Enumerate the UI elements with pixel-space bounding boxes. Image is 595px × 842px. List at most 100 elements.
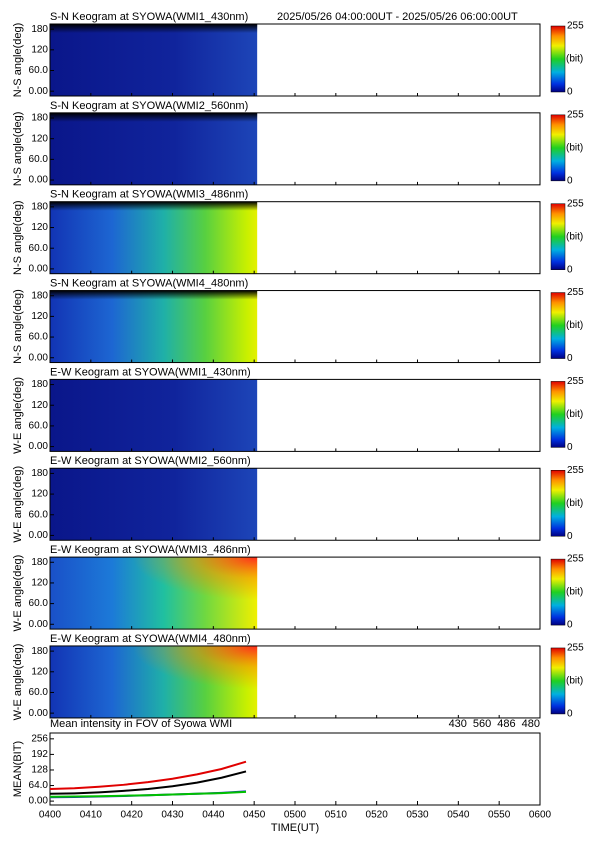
y-tick-label: 0.00 [29, 530, 49, 541]
colorbar-tick-label: 255 [567, 554, 584, 565]
colorbar-tick-label: 0 [567, 531, 573, 542]
y-tick-label: 180 [31, 379, 48, 390]
y-tick-label: 180 [31, 113, 48, 124]
keogram-shade [50, 201, 258, 211]
colorbar-tick-label: 0 [567, 709, 573, 720]
y-tick-label: 120 [31, 44, 48, 55]
colorbar [550, 292, 566, 359]
x-axis-label: TIME(UT) [271, 822, 319, 834]
y-tick-label: 180 [31, 290, 48, 301]
y-tick-label: 0.00 [29, 86, 49, 97]
panel-title: S-N Keogram at SYOWA(WMI4_480nm) [50, 277, 248, 289]
y-tick-label: 60.0 [29, 687, 49, 698]
y-axis-label: W-E angle(deg) [12, 377, 24, 454]
colorbar-tick-label: 255 [567, 109, 584, 120]
colorbar-tick-label: 255 [567, 376, 584, 387]
colorbar [550, 203, 566, 270]
time-range: 2025/05/26 04:00:00UT - 2025/05/26 06:00… [277, 11, 518, 23]
keogram-image [50, 112, 258, 185]
colorbar [550, 647, 566, 715]
series-line [49, 790, 247, 798]
colorbar-tick-label: 0 [567, 264, 573, 275]
y-tick-label: 60.0 [29, 509, 49, 520]
keogram-shade [50, 112, 258, 122]
colorbar [550, 558, 566, 626]
y-tick-label: 120 [31, 400, 48, 411]
y-tick-label: 0.00 [29, 441, 49, 452]
keogram-image [50, 24, 258, 96]
panel-title: E-W Keogram at SYOWA(WMI1_430nm) [50, 366, 251, 378]
colorbar-tick-label: 255 [567, 643, 584, 654]
keogram-image [50, 468, 258, 541]
series-line [49, 760, 247, 790]
y-tick-label: 120 [31, 666, 48, 677]
x-tick-label: 0500 [284, 810, 307, 821]
y-axis-label: W-E angle(deg) [12, 644, 24, 721]
keogram-aurora [50, 557, 258, 630]
y-tick-label: 120 [31, 578, 48, 589]
y-tick-label: 60.0 [29, 598, 49, 609]
keogram-shade [50, 290, 258, 300]
y-axis-label: W-E angle(deg) [12, 466, 24, 543]
y-tick-label: 0.00 [29, 264, 49, 275]
panel-title: E-W Keogram at SYOWA(WMI3_486nm) [50, 544, 251, 556]
x-tick-label: 0550 [488, 810, 511, 821]
y-tick-label: 180 [31, 646, 48, 657]
colorbar-tick-label: 255 [567, 198, 584, 209]
y-tick-label: 0.00 [29, 796, 49, 807]
panel-title: S-N Keogram at SYOWA(WMI1_430nm) [50, 11, 248, 23]
y-tick-label: 180 [31, 468, 48, 479]
y-tick-label: 64.0 [29, 780, 49, 791]
y-tick-label: 0.00 [29, 708, 49, 719]
y-axis-label: W-E angle(deg) [12, 555, 24, 632]
colorbar [550, 381, 566, 448]
y-axis-label: N-S angle(deg) [12, 23, 24, 98]
x-tick-label: 0520 [366, 810, 389, 821]
y-tick-label: 120 [31, 222, 48, 233]
y-tick-label: 60.0 [29, 154, 49, 165]
x-tick-label: 0510 [325, 810, 348, 821]
x-tick-label: 0400 [39, 810, 62, 821]
y-tick-label: 256 [31, 733, 48, 744]
colorbar-label: (bit) [566, 409, 583, 420]
colorbar-tick-label: 0 [567, 87, 573, 98]
y-axis-label: N-S angle(deg) [12, 112, 24, 187]
y-axis-label: N-S angle(deg) [12, 200, 24, 275]
colorbar-label: (bit) [566, 498, 583, 509]
colorbar-label: (bit) [566, 142, 583, 153]
y-tick-label: 60.0 [29, 243, 49, 254]
y-tick-label: 180 [31, 557, 48, 568]
colorbar-tick-label: 255 [567, 21, 584, 32]
y-tick-label: 60.0 [29, 332, 49, 343]
panel-title: Mean intensity in FOV of Syowa WMI [50, 718, 232, 730]
x-tick-label: 0600 [529, 810, 552, 821]
y-tick-label: 0.00 [29, 352, 49, 363]
legend-entry: 486 [497, 718, 515, 730]
x-tick-label: 0540 [447, 810, 470, 821]
panel-title: E-W Keogram at SYOWA(WMI2_560nm) [50, 455, 251, 467]
colorbar-tick-label: 255 [567, 465, 584, 476]
legend-entry: 430 [449, 718, 467, 730]
colorbar-tick-label: 255 [567, 287, 584, 298]
y-tick-label: 192 [31, 749, 48, 760]
colorbar-label: (bit) [566, 320, 583, 331]
x-tick-label: 0450 [243, 810, 266, 821]
y-tick-label: 60.0 [29, 421, 49, 432]
y-tick-label: 0.00 [29, 175, 49, 186]
x-tick-label: 0440 [202, 810, 225, 821]
series-line [49, 770, 247, 795]
y-tick-label: 128 [31, 765, 48, 776]
panel-title: E-W Keogram at SYOWA(WMI4_480nm) [50, 633, 251, 645]
keogram-aurora [50, 645, 258, 718]
y-tick-label: 120 [31, 311, 48, 322]
keogram-shade [50, 24, 258, 33]
colorbar-tick-label: 0 [567, 620, 573, 631]
legend-entry: 480 [522, 718, 540, 730]
colorbar-tick-label: 0 [567, 175, 573, 186]
colorbar-label: (bit) [566, 587, 583, 598]
y-tick-label: 60.0 [29, 65, 49, 76]
y-axis-label: MEAN(BIT) [12, 741, 24, 797]
colorbar [550, 25, 566, 93]
